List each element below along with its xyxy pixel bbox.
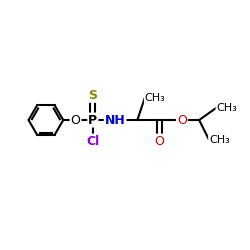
Text: CH₃: CH₃ [145, 93, 166, 103]
Text: S: S [88, 89, 97, 102]
Text: O: O [70, 114, 81, 126]
Text: NH: NH [105, 114, 126, 126]
Text: CH₃: CH₃ [216, 103, 237, 113]
Text: O: O [155, 134, 164, 147]
Text: O: O [177, 114, 187, 126]
Text: P: P [88, 114, 98, 126]
Text: Cl: Cl [86, 134, 100, 147]
Text: CH₃: CH₃ [209, 135, 230, 145]
